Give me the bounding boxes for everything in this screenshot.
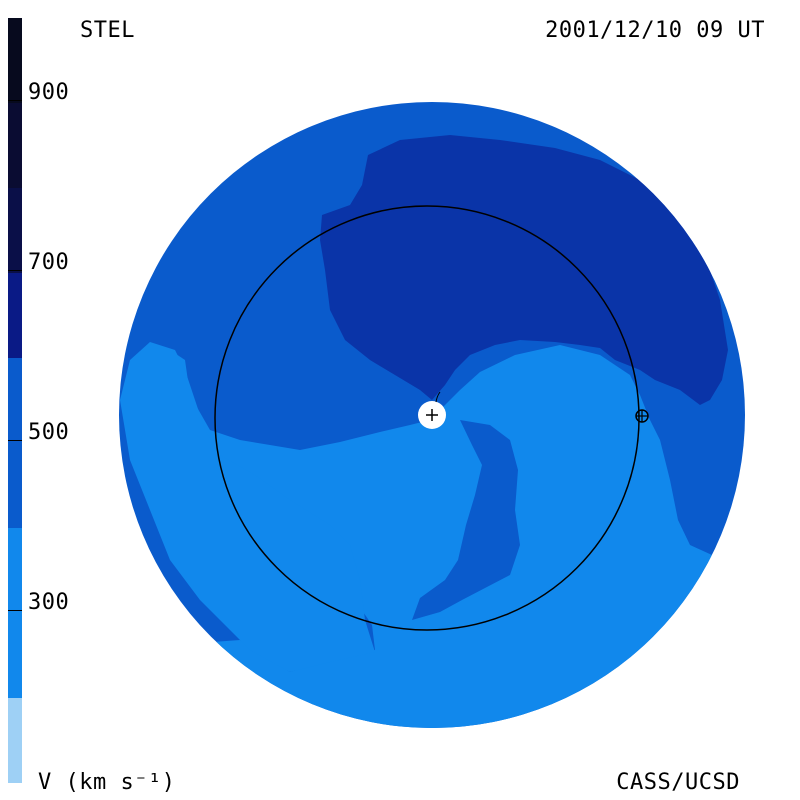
colorbar-segment [8, 273, 22, 358]
timestamp-label: 2001/12/10 09 UT [545, 18, 765, 43]
moderate-wind-streak [412, 420, 520, 620]
colorbar-segment [8, 188, 22, 273]
earth-icon [635, 409, 649, 423]
credit-label: CASS/UCSD [616, 770, 740, 795]
colorbar-label-700: 700 [28, 250, 70, 275]
colorbar-tick-900 [8, 100, 22, 101]
sun-field-line [435, 391, 441, 403]
colorbar-label-900: 900 [28, 80, 70, 105]
colorbar-label-300: 300 [28, 590, 70, 615]
colorbar-segment [8, 528, 22, 698]
velocity-colorbar [8, 18, 22, 783]
slow-wind-lobe-left [120, 342, 375, 672]
colorbar-tick-500 [8, 440, 22, 441]
colorbar-segment [8, 698, 22, 783]
colorbar-label-500: 500 [28, 420, 70, 445]
fast-wind-region [320, 135, 728, 405]
colorbar-segment [8, 358, 22, 528]
unit-label: V (km s⁻¹) [38, 770, 176, 795]
colorbar-tick-700 [8, 270, 22, 271]
colorbar-segment [8, 103, 22, 188]
colorbar-tick-300 [8, 610, 22, 611]
earth-orbit [214, 205, 640, 631]
colorbar-segment [8, 18, 22, 103]
instrument-label: STEL [80, 18, 135, 43]
